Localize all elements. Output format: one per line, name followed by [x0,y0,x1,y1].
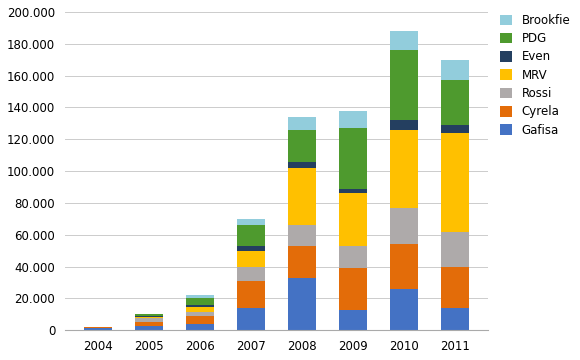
Bar [135,318,163,321]
Bar [441,60,469,80]
Bar [186,312,214,316]
Bar [339,111,367,128]
Legend: Brookfie, PDG, Even, MRV, Rossi, Cyrela, Gafisa: Brookfie, PDG, Even, MRV, Rossi, Cyrela,… [498,12,573,139]
Bar [135,327,163,330]
Bar [390,244,418,289]
Bar [288,225,316,246]
Bar [237,225,265,246]
Bar [237,251,265,267]
Bar [186,316,214,324]
Bar [237,219,265,225]
Bar [135,317,163,318]
Bar [135,314,163,316]
Bar [390,50,418,120]
Bar [441,308,469,330]
Bar [339,246,367,268]
Bar [237,308,265,330]
Bar [390,289,418,330]
Bar [84,328,112,330]
Bar [135,321,163,327]
Bar [339,310,367,330]
Bar [84,327,112,328]
Bar [288,130,316,162]
Bar [288,278,316,330]
Bar [288,162,316,168]
Bar [339,268,367,310]
Bar [441,125,469,133]
Bar [339,193,367,246]
Bar [186,295,214,298]
Bar [441,267,469,308]
Bar [186,305,214,307]
Bar [237,246,265,251]
Bar [339,128,367,189]
Bar [390,208,418,244]
Bar [288,246,316,278]
Bar [390,120,418,130]
Bar [288,117,316,130]
Bar [441,80,469,125]
Bar [186,298,214,305]
Bar [237,267,265,281]
Bar [390,130,418,208]
Bar [441,133,469,231]
Bar [390,31,418,50]
Bar [186,307,214,312]
Bar [237,281,265,308]
Bar [288,168,316,225]
Bar [441,231,469,267]
Bar [339,189,367,193]
Bar [186,324,214,330]
Bar [135,316,163,317]
